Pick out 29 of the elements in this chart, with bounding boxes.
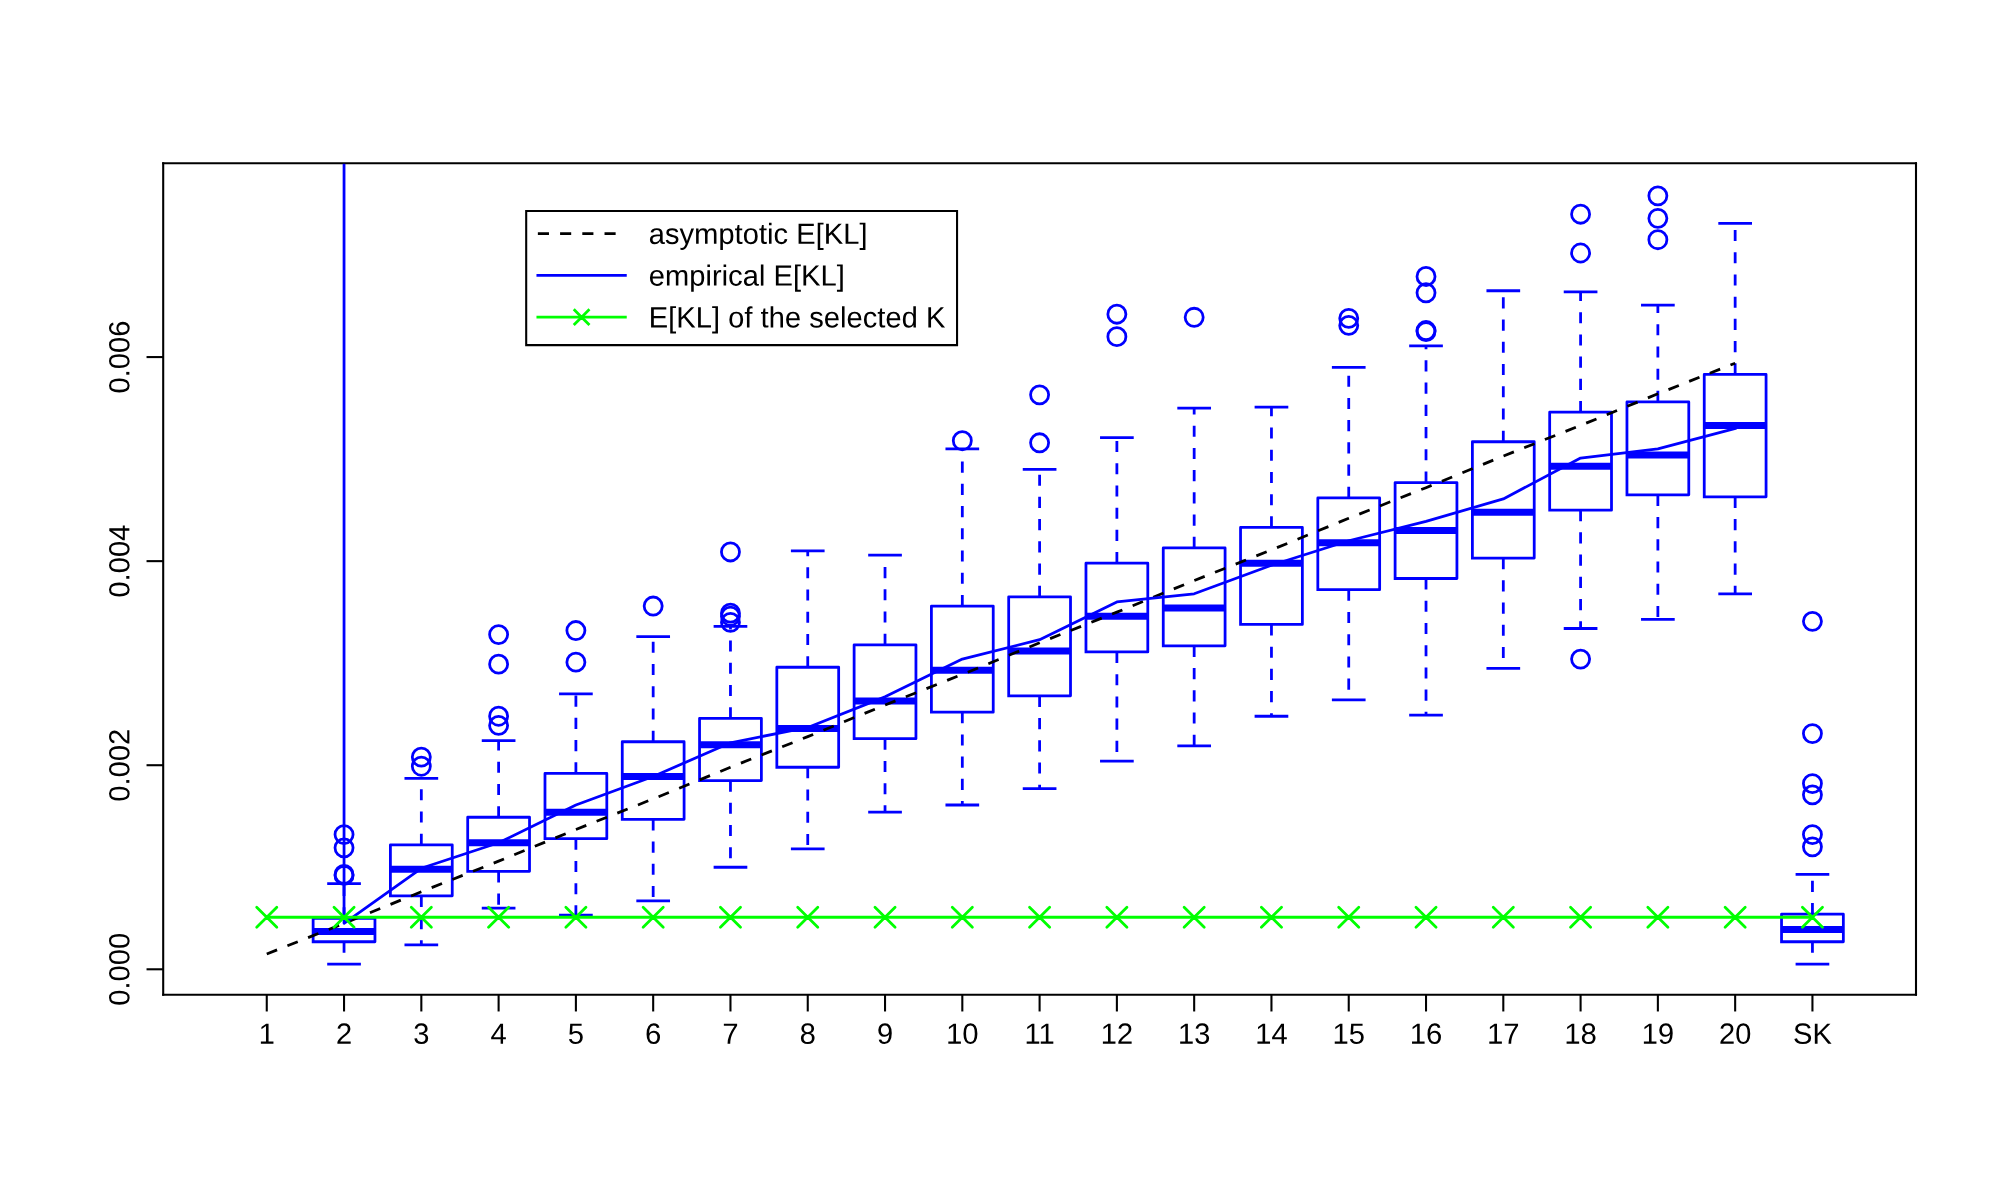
x-tick-label: 2 — [337, 1023, 351, 1044]
legend-label: empirical E[KL] — [649, 264, 843, 292]
y-tick-label: 0.006 — [109, 321, 130, 393]
y-tick-label: 0.004 — [109, 525, 130, 597]
y-tick-label: 0.000 — [109, 933, 130, 1005]
x-tick-label: 18 — [1566, 1023, 1596, 1044]
x-tick-label: 16 — [1412, 1023, 1441, 1044]
x-tick-label: 17 — [1489, 1023, 1519, 1044]
x-tick-label: SK — [1794, 1023, 1832, 1044]
x-tick-label: 5 — [568, 1023, 583, 1044]
legend-label: asymptotic E[KL] — [649, 222, 866, 250]
legend-label: E[KL] of the selected K — [651, 306, 946, 334]
line-series — [265, 361, 1737, 956]
x-tick-label: 12 — [1102, 1023, 1132, 1044]
x-tick-label: 1 — [260, 1023, 274, 1044]
y-tick-label: 0.002 — [109, 730, 130, 801]
x-tick-label: 7 — [723, 1023, 738, 1044]
x-tick-label: 19 — [1643, 1023, 1673, 1044]
x-tick-label: 20 — [1720, 1023, 1751, 1044]
x-tick-label: 4 — [491, 1023, 506, 1044]
x-tick-label: 3 — [414, 1023, 429, 1044]
x-tick-label: 13 — [1180, 1023, 1210, 1044]
x-tick-label: 9 — [878, 1023, 892, 1044]
x-tick-label: 10 — [948, 1023, 978, 1044]
x-tick-label: 15 — [1334, 1023, 1364, 1044]
x-tick-label: 8 — [800, 1023, 815, 1044]
x-tick-label: 11 — [1026, 1023, 1054, 1044]
x-tick-label: 14 — [1257, 1023, 1287, 1044]
x-tick-label: 6 — [646, 1023, 661, 1044]
